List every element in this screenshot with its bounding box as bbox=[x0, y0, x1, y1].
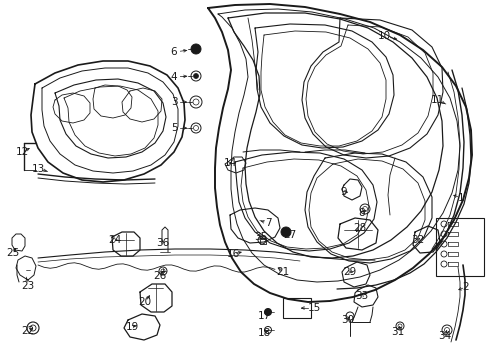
Text: 12: 12 bbox=[15, 147, 29, 157]
Text: 29: 29 bbox=[343, 267, 356, 277]
Text: 9: 9 bbox=[340, 187, 346, 197]
Text: 6: 6 bbox=[170, 47, 177, 57]
Text: 28: 28 bbox=[353, 223, 366, 233]
Text: 2: 2 bbox=[462, 282, 468, 292]
Text: 1: 1 bbox=[457, 193, 464, 203]
Text: 13: 13 bbox=[31, 164, 44, 174]
Text: 26: 26 bbox=[153, 271, 166, 281]
Text: 34: 34 bbox=[437, 331, 451, 341]
Text: 24: 24 bbox=[108, 235, 122, 245]
Text: 19: 19 bbox=[125, 322, 138, 332]
Text: 17: 17 bbox=[257, 311, 270, 321]
Circle shape bbox=[193, 73, 198, 78]
Text: 33: 33 bbox=[355, 291, 368, 301]
Circle shape bbox=[281, 227, 290, 237]
Text: 30: 30 bbox=[341, 315, 354, 325]
Text: 10: 10 bbox=[377, 31, 390, 41]
Text: 20: 20 bbox=[138, 297, 151, 307]
Text: 31: 31 bbox=[390, 327, 404, 337]
Text: 22: 22 bbox=[21, 326, 35, 336]
Text: 27: 27 bbox=[283, 230, 296, 240]
Text: 32: 32 bbox=[410, 235, 424, 245]
Text: 5: 5 bbox=[170, 123, 177, 133]
Bar bbox=[283, 298, 310, 318]
Text: 4: 4 bbox=[170, 72, 177, 82]
Text: 18: 18 bbox=[257, 328, 270, 338]
Circle shape bbox=[264, 309, 271, 315]
Text: 21: 21 bbox=[276, 267, 289, 277]
Text: 8: 8 bbox=[358, 208, 365, 218]
Text: 23: 23 bbox=[21, 281, 35, 291]
Circle shape bbox=[191, 44, 201, 54]
Text: 35: 35 bbox=[254, 232, 267, 242]
Text: 16: 16 bbox=[226, 249, 239, 259]
Text: 14: 14 bbox=[223, 158, 236, 168]
Text: 3: 3 bbox=[170, 97, 177, 107]
Text: 36: 36 bbox=[156, 238, 169, 248]
Bar bbox=[435, 218, 483, 276]
Text: 25: 25 bbox=[6, 248, 20, 258]
Text: 15: 15 bbox=[307, 303, 320, 313]
Text: 7: 7 bbox=[264, 218, 271, 228]
Text: 11: 11 bbox=[429, 95, 443, 105]
